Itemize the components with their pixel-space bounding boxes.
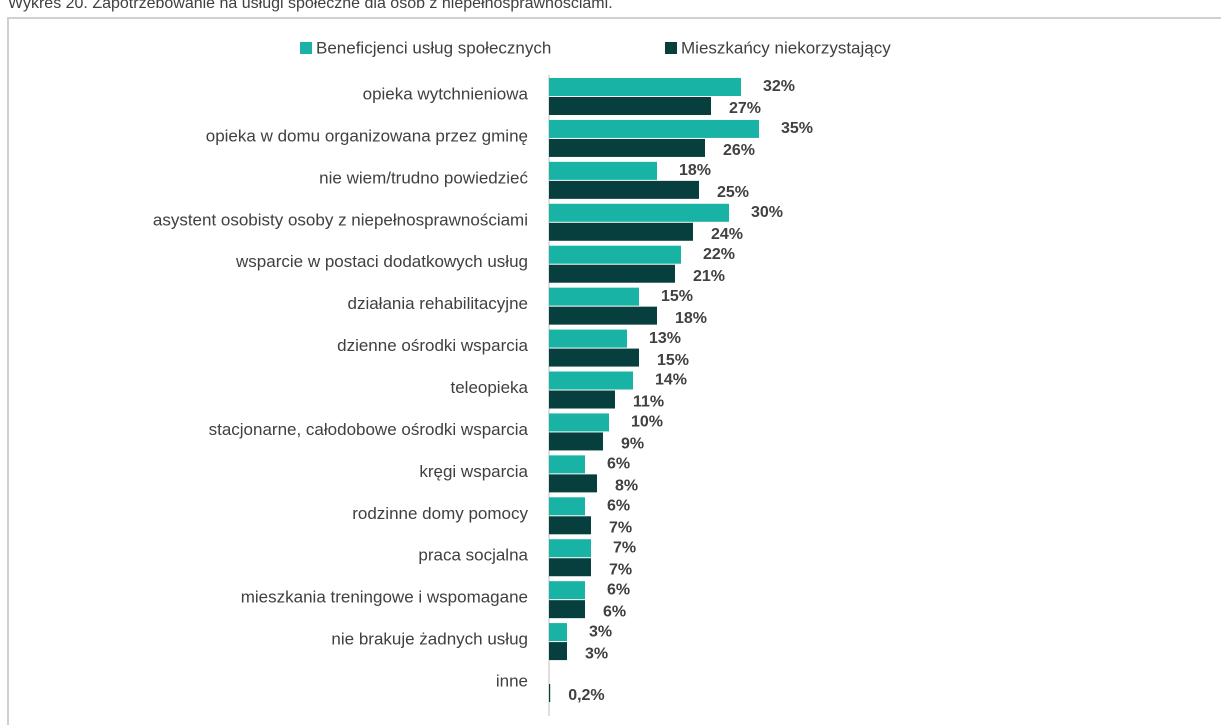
value-label: 3% [585, 645, 608, 662]
category-label: kręgi wsparcia [419, 462, 528, 481]
value-label: 22% [703, 246, 735, 263]
value-label: 26% [723, 142, 755, 159]
value-label: 15% [657, 352, 689, 369]
category-label: mieszkania treningowe i wspomagane [241, 588, 528, 607]
value-label: 7% [609, 520, 632, 537]
bar [549, 455, 585, 474]
category-label: opieka w domu organizowana przez gminę [206, 126, 528, 145]
bar [549, 623, 567, 642]
value-label: 21% [693, 268, 725, 285]
bar [549, 432, 603, 451]
category-label: działania rehabilitacyjne [347, 294, 528, 313]
value-label: 18% [675, 310, 707, 327]
bar [549, 516, 591, 535]
value-label: 24% [711, 226, 743, 243]
value-label: 15% [661, 288, 693, 305]
bar [549, 413, 609, 432]
bar [549, 600, 585, 619]
value-label: 6% [607, 498, 630, 515]
bar [549, 161, 657, 180]
category-label: dzienne ośrodki wsparcia [337, 336, 528, 355]
category-label: nie brakuje żadnych usług [331, 630, 528, 649]
category-label: wsparcie w postaci dodatkowych usług [235, 252, 528, 271]
value-label: 13% [649, 330, 681, 347]
value-label: 6% [607, 581, 630, 598]
chart-frame [7, 17, 1221, 725]
value-label: 18% [679, 162, 711, 179]
category-label: asystent osobisty osoby z niepełnosprawn… [153, 210, 528, 229]
bar [549, 371, 633, 390]
value-label: 14% [655, 372, 687, 389]
bar [549, 97, 711, 115]
value-label: 3% [589, 623, 612, 640]
bar [549, 497, 585, 516]
category-label: teleopieka [450, 378, 528, 397]
value-label: 0,2% [568, 687, 604, 704]
bar [549, 245, 681, 264]
bar [549, 581, 585, 600]
bar [549, 222, 693, 241]
bar [549, 264, 675, 283]
category-label: rodzinne domy pomocy [352, 504, 528, 523]
bar [549, 306, 657, 325]
bar [549, 78, 741, 96]
value-label: 8% [615, 478, 638, 495]
category-label: opieka wytchnieniowa [363, 84, 529, 103]
value-label: 35% [781, 120, 813, 137]
chart-title: Wykres 20. Zapotrzebowanie na usługi spo… [8, 0, 613, 12]
category-label: nie wiem/trudno powiedzieć [319, 168, 528, 187]
bar [549, 539, 591, 558]
value-label: 27% [729, 100, 761, 117]
value-label: 30% [751, 204, 783, 221]
bar [549, 642, 567, 661]
legend-swatch [665, 42, 677, 54]
bar [549, 180, 699, 199]
category-label: stacjonarne, całodobowe ośrodki wsparcia [209, 420, 529, 439]
value-label: 9% [621, 436, 644, 453]
bar [549, 558, 591, 577]
value-label: 6% [603, 603, 626, 620]
value-label: 32% [763, 78, 795, 95]
bar [549, 329, 627, 348]
legend-swatch [300, 42, 312, 54]
value-label: 7% [613, 539, 636, 556]
value-label: 25% [717, 184, 749, 201]
value-label: 11% [633, 394, 664, 411]
bar [549, 348, 639, 367]
bar [549, 287, 639, 306]
category-label: praca socjalna [418, 546, 528, 565]
legend-label: Beneficjenci usług społecznych [316, 38, 551, 57]
bar [549, 684, 551, 703]
bar [549, 390, 615, 409]
bar [549, 203, 729, 222]
category-label: inne [496, 672, 528, 691]
bar [549, 138, 705, 157]
value-label: 6% [607, 456, 630, 473]
bar [549, 474, 597, 493]
value-label: 7% [609, 561, 632, 578]
legend-label: Mieszkańcy niekorzystający [681, 38, 891, 57]
value-label: 10% [631, 414, 663, 431]
bar [549, 119, 759, 138]
